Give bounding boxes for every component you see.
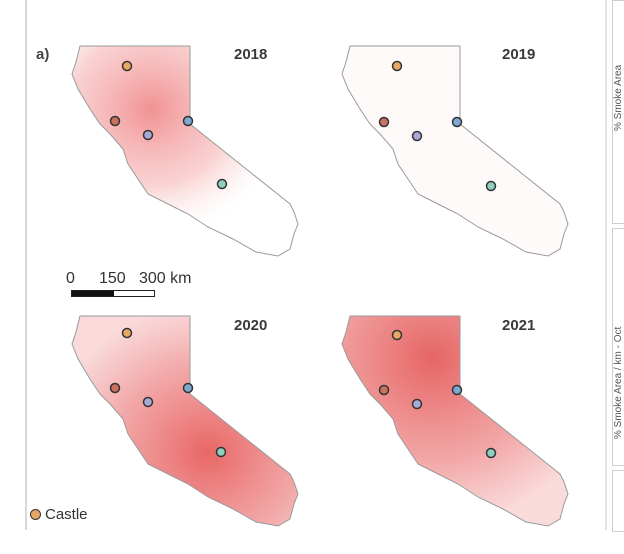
site-marker-2 — [109, 115, 121, 127]
scale-bar-graphic — [71, 290, 155, 297]
right-panel-divider — [605, 0, 607, 530]
site-marker-5 — [485, 180, 497, 192]
site-marker-castle — [121, 60, 133, 72]
site-marker-5 — [215, 446, 227, 458]
site-marker-2 — [378, 116, 390, 128]
site-marker-4 — [451, 116, 463, 128]
site-marker-2 — [378, 384, 390, 396]
site-marker-3 — [411, 398, 423, 410]
site-marker-castle — [391, 329, 403, 341]
map-2019: 2019 — [298, 34, 598, 284]
site-marker-3 — [142, 396, 154, 408]
scale-tick-300: 300 km — [139, 270, 192, 287]
site-marker-5 — [485, 447, 497, 459]
legend: Castle — [30, 506, 88, 523]
side-panel-middle: % Smoke Area / km - Oct — [612, 228, 624, 466]
california-map-2019 — [341, 45, 569, 257]
side-axis-label-middle: % Smoke Area / km - Oct — [613, 326, 624, 439]
map-2020: 2020 — [28, 304, 328, 554]
scale-bar: 0 150 300 km — [63, 270, 203, 300]
site-marker-2 — [109, 382, 121, 394]
year-label-2020: 2020 — [234, 317, 268, 334]
side-panel-top: % Smoke Area — [612, 0, 624, 224]
scale-tick-150: 150 — [99, 270, 126, 287]
legend-castle-label: Castle — [45, 506, 88, 523]
year-label-2019: 2019 — [502, 46, 536, 63]
site-marker-4 — [182, 115, 194, 127]
map-2021: 2021 — [298, 304, 598, 554]
side-axis-label-top: % Smoke Area — [613, 64, 624, 131]
site-marker-3 — [411, 130, 423, 142]
site-marker-castle — [391, 60, 403, 72]
left-panel-divider — [25, 0, 27, 530]
site-marker-4 — [451, 384, 463, 396]
side-panel-bottom — [612, 470, 624, 532]
california-map-2018 — [71, 45, 299, 257]
year-label-2018: 2018 — [234, 46, 268, 63]
panel-label: a) — [36, 46, 50, 63]
site-marker-3 — [142, 129, 154, 141]
site-marker-5 — [216, 178, 228, 190]
site-marker-castle — [121, 327, 133, 339]
legend-castle-marker-icon — [30, 509, 41, 520]
map-2018: 2018 — [28, 34, 328, 284]
california-map-2020 — [71, 315, 299, 527]
site-marker-4 — [182, 382, 194, 394]
year-label-2021: 2021 — [502, 317, 536, 334]
california-map-2021 — [341, 315, 569, 527]
scale-tick-0: 0 — [66, 270, 75, 287]
